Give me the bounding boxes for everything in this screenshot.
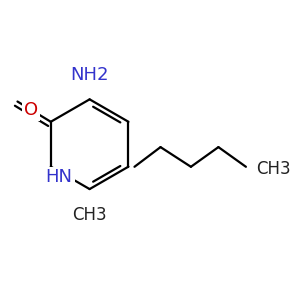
Text: NH2: NH2 [70,66,109,84]
Text: CH3: CH3 [256,160,291,178]
Text: HN: HN [46,169,73,187]
Text: CH3: CH3 [72,206,107,224]
Text: O: O [24,101,38,119]
